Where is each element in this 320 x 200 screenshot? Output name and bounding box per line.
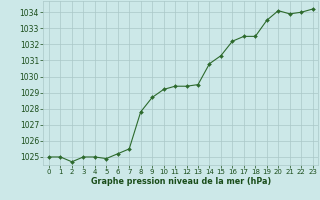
X-axis label: Graphe pression niveau de la mer (hPa): Graphe pression niveau de la mer (hPa) — [91, 177, 271, 186]
